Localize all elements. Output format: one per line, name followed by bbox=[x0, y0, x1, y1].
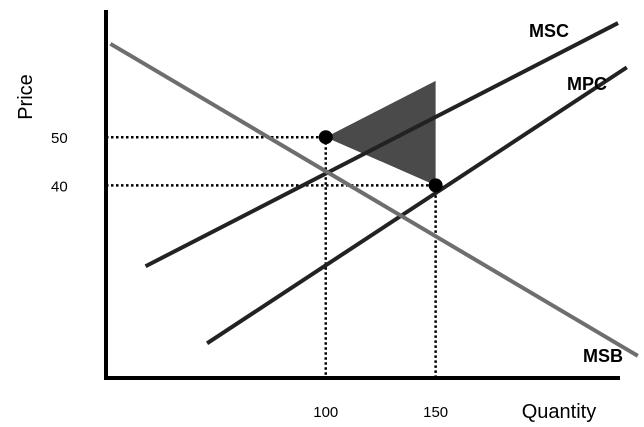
curve-msb bbox=[109, 42, 639, 358]
curve-label-msb: MSB bbox=[583, 346, 623, 366]
curve-label-msc: MSC bbox=[529, 21, 569, 41]
y-tick-label-50: 50 bbox=[51, 130, 68, 147]
y-tick-label-40: 40 bbox=[51, 178, 68, 195]
curve-msc bbox=[144, 21, 619, 269]
x-tick-label-150: 150 bbox=[423, 404, 448, 421]
curve-label-mpc: MPC bbox=[567, 74, 607, 94]
y-axis-title: Price bbox=[15, 74, 37, 120]
equilibrium-point-0 bbox=[318, 130, 333, 145]
x-tick-label-100: 100 bbox=[313, 404, 338, 421]
curve-mpc bbox=[205, 65, 628, 345]
equilibrium-point-1 bbox=[428, 178, 443, 193]
deadweight-loss-area bbox=[325, 80, 436, 186]
x-axis-title: Quantity bbox=[522, 401, 596, 423]
